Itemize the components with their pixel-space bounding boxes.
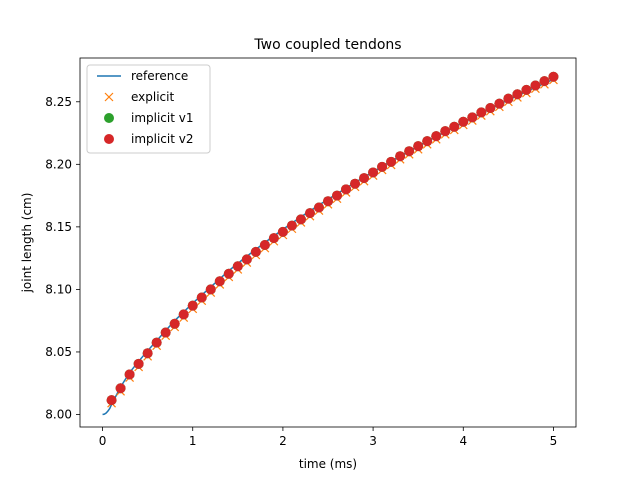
implicit-v2-point <box>359 173 370 184</box>
implicit-v2-point <box>259 240 270 251</box>
implicit-v2-point <box>268 233 279 244</box>
implicit-v2-point <box>332 190 343 201</box>
implicit-v2-point <box>341 184 352 195</box>
x-tick-label: 5 <box>550 434 558 448</box>
x-axis-label: time (ms) <box>299 457 357 471</box>
implicit-v2-point <box>449 121 460 132</box>
x-tick-label: 2 <box>279 434 287 448</box>
legend-swatch-implicit-v1 <box>104 113 114 123</box>
y-tick-label: 8.10 <box>45 282 72 296</box>
y-tick-label: 8.20 <box>45 157 72 171</box>
legend: reference explicit implicit v1 implicit … <box>86 64 211 154</box>
implicit-v2-point <box>485 103 496 114</box>
y-tick-label: 8.05 <box>45 345 72 359</box>
legend-box <box>86 64 211 154</box>
implicit-v2-point <box>395 151 406 162</box>
implicit-v2-point <box>467 112 478 123</box>
implicit-v2-point <box>413 141 424 152</box>
implicit-v2-point <box>323 196 333 207</box>
legend-label-implicit-v1: implicit v1 <box>131 111 194 125</box>
implicit-v2-point <box>539 76 550 87</box>
implicit-v2-point <box>115 383 126 394</box>
implicit-v2-point <box>106 395 117 406</box>
implicit-v2-point <box>295 214 306 225</box>
legend-label-explicit: explicit <box>131 90 174 104</box>
implicit-v2-point <box>404 146 415 157</box>
implicit-v2-point <box>476 107 487 118</box>
y-tick-label: 8.25 <box>45 95 72 109</box>
implicit-v2-point <box>503 93 514 104</box>
implicit-v2-point <box>124 369 135 380</box>
series-implicit-v2 <box>106 71 559 406</box>
y-tick-label: 8.00 <box>45 407 72 421</box>
legend-label-reference: reference <box>131 69 188 83</box>
implicit-v2-point <box>178 309 189 320</box>
implicit-v2-point <box>440 126 451 137</box>
implicit-v2-point <box>214 276 225 287</box>
implicit-v2-point <box>232 261 243 272</box>
chart-title: Two coupled tendons <box>253 37 401 53</box>
implicit-v2-point <box>368 167 379 178</box>
implicit-v2-point <box>142 348 153 359</box>
x-axis-ticks: 0 1 2 3 4 5 <box>99 427 558 448</box>
x-tick-label: 1 <box>189 434 197 448</box>
legend-swatch-explicit <box>104 92 114 102</box>
implicit-v2-point <box>133 358 144 369</box>
implicit-v2-point <box>313 202 324 213</box>
implicit-v2-point <box>304 208 315 219</box>
implicit-v2-point <box>431 131 442 142</box>
implicit-v2-point <box>196 292 207 303</box>
implicit-v2-point <box>521 84 532 95</box>
implicit-v2-point <box>458 116 469 127</box>
implicit-v2-point <box>187 300 198 311</box>
series-layer <box>102 71 559 416</box>
implicit-v2-point <box>512 89 523 100</box>
x-tick-label: 4 <box>459 434 467 448</box>
y-axis-ticks: 8.00 8.05 8.10 8.15 8.20 8.25 <box>45 95 80 421</box>
x-tick-label: 0 <box>99 434 107 448</box>
implicit-v2-point <box>277 226 288 237</box>
legend-swatch-implicit-v2 <box>104 134 114 144</box>
implicit-v2-point <box>548 71 559 82</box>
axes-frame <box>79 57 577 428</box>
legend-label-implicit-v2: implicit v2 <box>131 132 194 146</box>
implicit-v2-point <box>530 80 541 91</box>
implicit-v2-point <box>350 178 361 189</box>
implicit-v2-point <box>422 136 433 147</box>
x-tick-label: 3 <box>369 434 377 448</box>
y-tick-label: 8.15 <box>45 220 72 234</box>
implicit-v2-point <box>169 318 180 329</box>
implicit-v2-point <box>151 337 162 348</box>
implicit-v2-point <box>241 254 252 265</box>
implicit-v2-point <box>494 98 505 109</box>
implicit-v2-point <box>250 246 261 257</box>
y-axis-label: joint length (cm) <box>20 193 34 294</box>
implicit-v2-point <box>286 220 297 231</box>
implicit-v2-point <box>377 161 388 172</box>
implicit-v2-point <box>223 268 234 279</box>
implicit-v2-point <box>160 327 171 338</box>
implicit-v2-point <box>205 284 216 295</box>
implicit-v2-point <box>386 156 397 167</box>
